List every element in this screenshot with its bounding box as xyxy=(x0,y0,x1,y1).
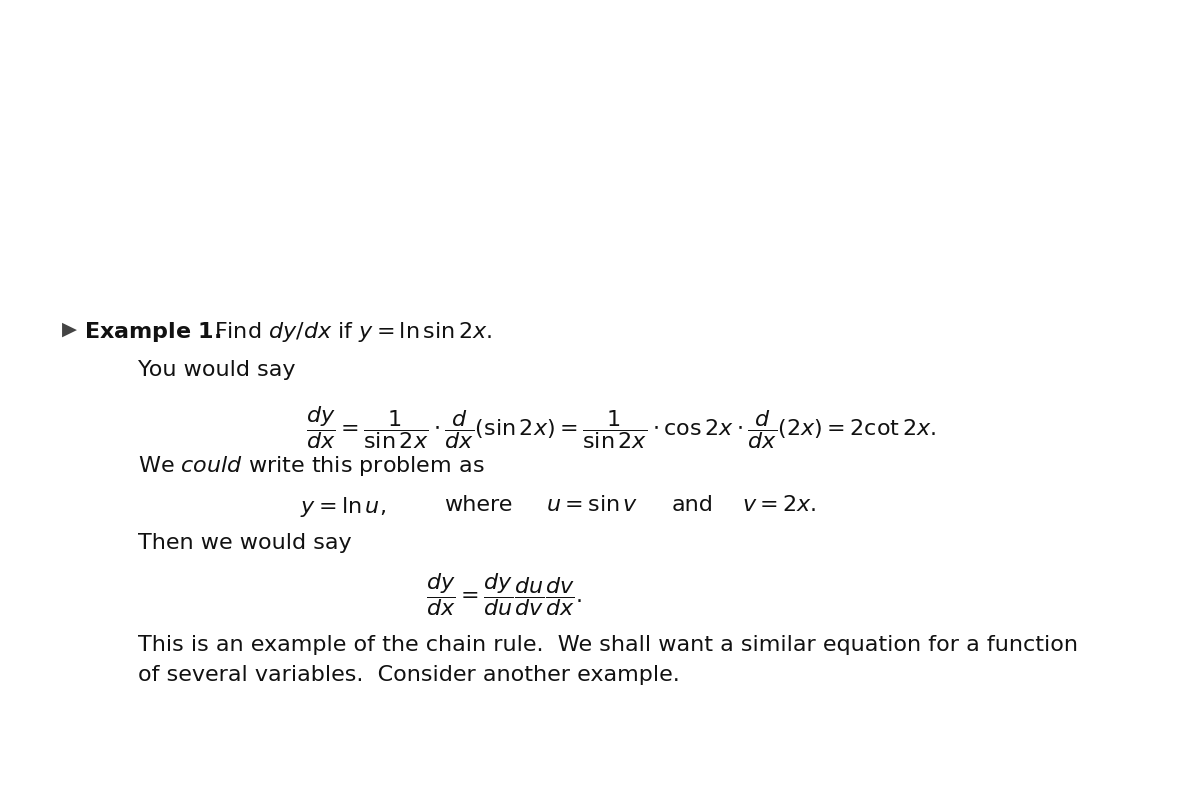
Text: Find $dy/dx$ if $y = \ln \sin 2x.$: Find $dy/dx$ if $y = \ln \sin 2x.$ xyxy=(214,320,492,344)
Text: $\dfrac{dy}{dx} = \dfrac{1}{\sin 2x} \cdot \dfrac{d}{dx}(\sin 2x) = \dfrac{1}{\s: $\dfrac{dy}{dx} = \dfrac{1}{\sin 2x} \cd… xyxy=(306,404,936,451)
Text: and: and xyxy=(672,495,714,515)
Text: $\blacktriangleright$: $\blacktriangleright$ xyxy=(58,320,78,339)
Text: $v = 2x.$: $v = 2x.$ xyxy=(742,495,816,515)
Text: You would say: You would say xyxy=(138,360,295,380)
Text: We $\mathit{could}$ write this problem as: We $\mathit{could}$ write this problem a… xyxy=(138,454,485,478)
Text: Then we would say: Then we would say xyxy=(138,533,352,553)
Text: $\mathbf{Example\ 1.}$: $\mathbf{Example\ 1.}$ xyxy=(84,320,221,344)
Text: where: where xyxy=(444,495,512,515)
Text: $y = \ln u,$: $y = \ln u,$ xyxy=(300,495,386,519)
Text: This is an example of the chain rule.  We shall want a similar equation for a fu: This is an example of the chain rule. We… xyxy=(138,635,1078,655)
Text: $\dfrac{dy}{dx} = \dfrac{dy}{du}\dfrac{du}{dv}\dfrac{dv}{dx}.$: $\dfrac{dy}{dx} = \dfrac{dy}{du}\dfrac{d… xyxy=(426,571,582,618)
Text: $u = \sin v$: $u = \sin v$ xyxy=(546,495,638,515)
Text: of several variables.  Consider another example.: of several variables. Consider another e… xyxy=(138,665,679,685)
